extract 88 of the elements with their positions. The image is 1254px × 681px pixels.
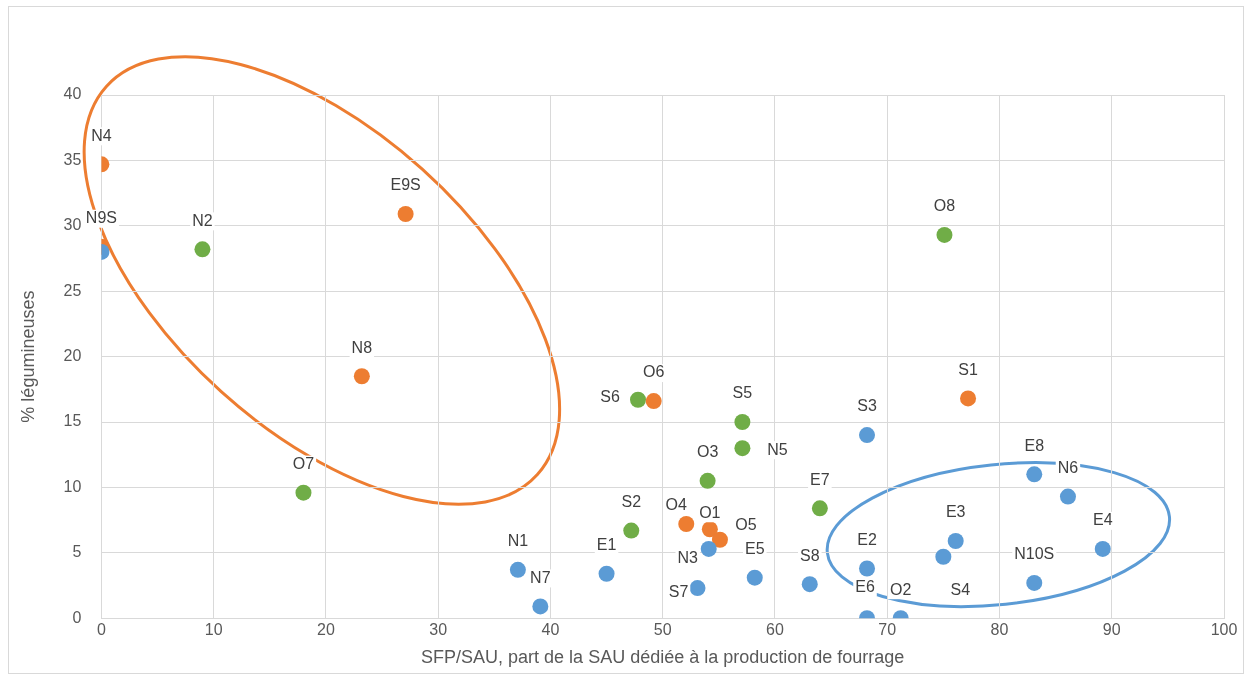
annotation: N1 <box>507 532 529 550</box>
annotation: N7 <box>530 568 551 586</box>
point <box>801 576 818 593</box>
point <box>1026 466 1043 483</box>
annotation: O1 <box>699 503 721 521</box>
point <box>699 472 716 489</box>
annotation: E7 <box>810 470 830 488</box>
annotation: O5 <box>735 516 757 534</box>
x-tick-label: 40 <box>541 621 560 639</box>
annotation: E1 <box>596 536 617 554</box>
point <box>711 531 728 548</box>
point <box>960 390 977 407</box>
point <box>678 516 695 533</box>
y-tick-label: 0 <box>72 608 82 626</box>
annotation: N6 <box>1057 458 1079 476</box>
x-tick-label: 50 <box>653 621 672 639</box>
annotation: E8 <box>1024 436 1045 454</box>
point <box>645 393 662 410</box>
annotation: S5 <box>732 384 753 402</box>
annotation: E3 <box>945 503 966 521</box>
annotation: S2 <box>621 492 642 510</box>
point <box>509 561 526 578</box>
x-tick-label: 100 <box>1210 621 1238 639</box>
point <box>811 500 828 517</box>
annotation: S8 <box>799 546 820 564</box>
x-tick-label: 20 <box>317 621 335 639</box>
y-axis-title: % légumineuses <box>17 290 38 423</box>
point <box>746 569 763 586</box>
annotation: N5 <box>767 440 788 458</box>
annotation: N10S <box>1014 545 1055 563</box>
annotation: O7 <box>292 455 315 473</box>
y-tick-label: 25 <box>63 281 82 299</box>
point <box>598 565 615 582</box>
x-tick-label: 90 <box>1102 621 1121 639</box>
annotation: N4 <box>91 126 112 144</box>
point <box>701 521 718 538</box>
y-tick-label: 20 <box>63 347 82 365</box>
y-tick-label: 30 <box>63 216 82 234</box>
point <box>859 560 876 577</box>
x-tick-label: 60 <box>766 621 784 639</box>
annotation: E9S <box>390 176 421 194</box>
annotation: N3 <box>677 549 699 567</box>
x-tick-label: 0 <box>96 621 106 639</box>
point <box>947 533 964 550</box>
annotation: S7 <box>668 582 689 600</box>
point <box>1059 488 1076 505</box>
point <box>859 427 876 444</box>
y-tick-label: 15 <box>63 412 82 430</box>
point <box>1094 540 1111 557</box>
point <box>295 484 312 501</box>
y-tick-label: 35 <box>63 150 82 168</box>
annotation: S6 <box>600 388 620 406</box>
point <box>623 522 640 539</box>
point <box>689 580 706 597</box>
point <box>935 548 952 565</box>
annotation: O6 <box>643 363 665 381</box>
annotation: E6 <box>855 577 875 595</box>
annotation: N9S <box>85 209 117 227</box>
annotation: S4 <box>950 581 971 599</box>
x-axis-title: SFP/SAU, part de la SAU dédiée à la production de fourrage <box>421 647 905 668</box>
annotation: N2 <box>192 211 213 229</box>
point <box>734 440 751 457</box>
x-tick-label: 80 <box>990 621 1009 639</box>
y-tick-label: 5 <box>72 543 82 561</box>
annotation: O2 <box>890 580 912 598</box>
annotation: N8 <box>351 338 373 356</box>
annotation: O4 <box>665 496 688 514</box>
x-tick-label: 70 <box>878 621 897 639</box>
point <box>532 598 549 615</box>
point <box>353 368 370 385</box>
annotation: E4 <box>1092 511 1113 529</box>
point <box>734 414 751 430</box>
annotation: O3 <box>696 443 719 461</box>
x-tick-label: 30 <box>429 621 448 639</box>
x-tick-label: 10 <box>204 621 223 639</box>
annotation: E2 <box>857 530 877 548</box>
point <box>1026 574 1043 591</box>
y-tick-label: 10 <box>63 477 82 495</box>
point <box>194 241 211 258</box>
point <box>936 226 953 243</box>
annotation: S3 <box>857 397 877 415</box>
point <box>397 206 414 223</box>
annotation: E5 <box>744 540 765 558</box>
annotation: O8 <box>933 197 956 215</box>
point <box>700 540 717 557</box>
point <box>630 391 646 408</box>
y-tick-label: 40 <box>63 85 82 103</box>
annotation: S1 <box>958 360 978 378</box>
